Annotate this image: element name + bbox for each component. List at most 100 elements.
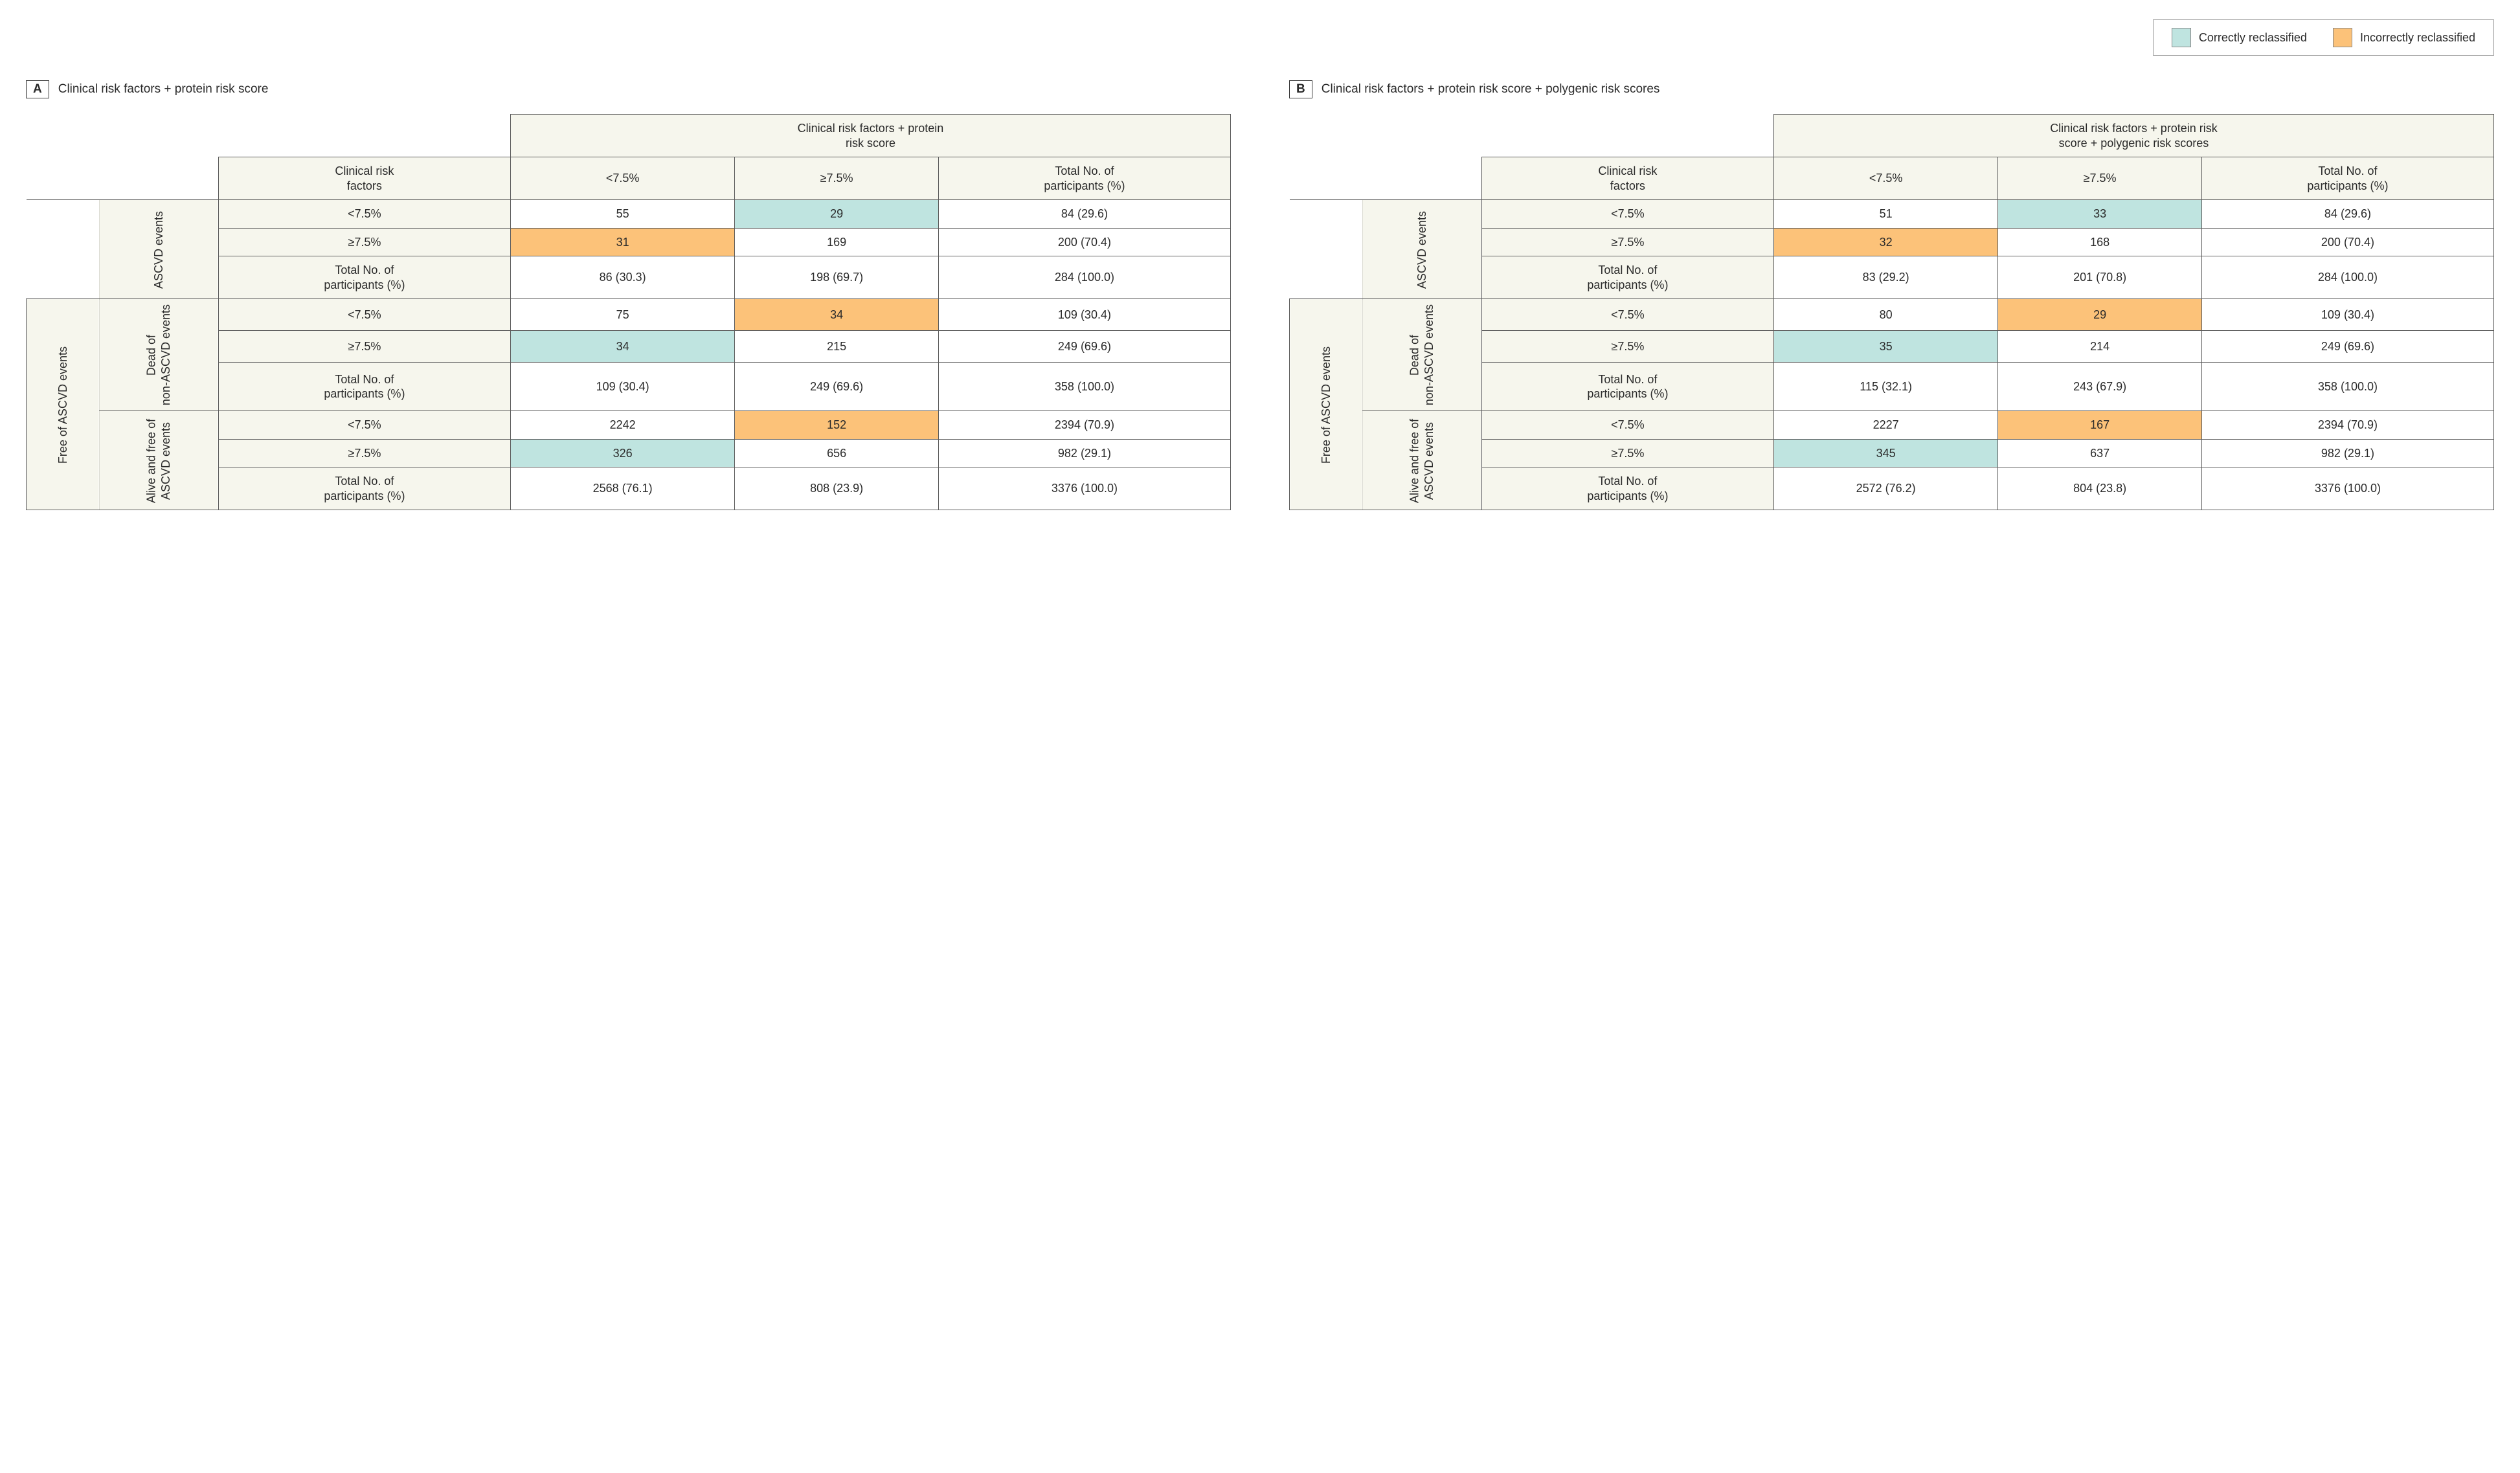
cell: 3376 (100.0) (938, 467, 1230, 510)
blank (1290, 228, 1363, 256)
cell: 83 (29.2) (1773, 256, 1997, 299)
cell: 982 (29.1) (2201, 439, 2493, 467)
cell: 358 (100.0) (938, 363, 1230, 411)
panel-b-colheader: Clinical risk factors + protein riskscor… (1773, 115, 2493, 157)
alive-label: Alive and free ofASCVD events (99, 411, 218, 510)
cell: 200 (70.4) (938, 228, 1230, 256)
row-total: Total No. ofparticipants (%) (1481, 363, 1773, 411)
col-lt: <7.5% (1773, 157, 1997, 200)
blank (1290, 200, 1363, 229)
cell: 249 (69.6) (735, 363, 939, 411)
row-lt: <7.5% (1481, 299, 1773, 331)
cell: 84 (29.6) (2201, 200, 2493, 229)
cell-correct: 33 (1998, 200, 2202, 229)
panel-a: A Clinical risk factors + protein risk s… (26, 74, 1231, 510)
row-lt: <7.5% (1481, 411, 1773, 440)
dead-label: Dead ofnon-ASCVD events (99, 299, 218, 411)
cell: 215 (735, 331, 939, 363)
cell: 2568 (76.1) (510, 467, 734, 510)
legend-incorrect: Incorrectly reclassified (2333, 28, 2475, 47)
panel-a-colheader: Clinical risk factors + proteinrisk scor… (510, 115, 1230, 157)
blank (1290, 115, 1774, 157)
panel-a-title: Clinical risk factors + protein risk sco… (58, 82, 269, 96)
row-total: Total No. ofparticipants (%) (218, 467, 510, 510)
cell: 109 (30.4) (510, 363, 734, 411)
cell: 75 (510, 299, 734, 331)
col-lt: <7.5% (510, 157, 734, 200)
cell: 2394 (70.9) (938, 411, 1230, 440)
cell: 804 (23.8) (1998, 467, 2202, 510)
cell: 198 (69.7) (735, 256, 939, 299)
row-ge: ≥7.5% (218, 228, 510, 256)
row-total: Total No. ofparticipants (%) (218, 256, 510, 299)
cell: 169 (735, 228, 939, 256)
cell-correct: 326 (510, 439, 734, 467)
blank (1290, 157, 1482, 200)
cell-incorrect: 32 (1773, 228, 1997, 256)
blank (27, 228, 100, 256)
row-lt: <7.5% (218, 411, 510, 440)
cell: 80 (1773, 299, 1997, 331)
cell-incorrect: 152 (735, 411, 939, 440)
cell: 243 (67.9) (1998, 363, 2202, 411)
panel-b-title-row: B Clinical risk factors + protein risk s… (1289, 80, 2494, 98)
cell: 2242 (510, 411, 734, 440)
cell: 55 (510, 200, 734, 229)
cell: 84 (29.6) (938, 200, 1230, 229)
cell: 637 (1998, 439, 2202, 467)
swatch-correct (2172, 28, 2191, 47)
panel-a-title-row: A Clinical risk factors + protein risk s… (26, 80, 1231, 98)
panel-b: B Clinical risk factors + protein risk s… (1289, 74, 2494, 510)
clin-factor-header: Clinical riskfactors (1481, 157, 1773, 200)
row-ge: ≥7.5% (218, 331, 510, 363)
cell: 3376 (100.0) (2201, 467, 2493, 510)
cell: 2394 (70.9) (2201, 411, 2493, 440)
legend: Correctly reclassified Incorrectly recla… (2153, 19, 2494, 56)
cell: 2572 (76.2) (1773, 467, 1997, 510)
cell-incorrect: 29 (1998, 299, 2202, 331)
clin-factor-header: Clinical riskfactors (218, 157, 510, 200)
cell: 201 (70.8) (1998, 256, 2202, 299)
cell: 109 (30.4) (938, 299, 1230, 331)
cell: 656 (735, 439, 939, 467)
panel-b-title: Clinical risk factors + protein risk sco… (1322, 82, 1660, 96)
row-total: Total No. ofparticipants (%) (218, 363, 510, 411)
legend-correct: Correctly reclassified (2172, 28, 2307, 47)
blank (1290, 256, 1363, 299)
ascvd-label: ASCVD events (1362, 200, 1481, 299)
cell-correct: 345 (1773, 439, 1997, 467)
col-ge: ≥7.5% (1998, 157, 2202, 200)
cell: 2227 (1773, 411, 1997, 440)
cell: 109 (30.4) (2201, 299, 2493, 331)
panel-a-tag: A (26, 80, 49, 98)
cell: 214 (1998, 331, 2202, 363)
cell: 808 (23.9) (735, 467, 939, 510)
cell: 200 (70.4) (2201, 228, 2493, 256)
legend-correct-label: Correctly reclassified (2199, 31, 2307, 45)
row-ge: ≥7.5% (1481, 228, 1773, 256)
ascvd-label: ASCVD events (99, 200, 218, 299)
free-label: Free of ASCVD events (27, 299, 100, 510)
cell: 284 (100.0) (938, 256, 1230, 299)
row-ge: ≥7.5% (1481, 331, 1773, 363)
cell: 249 (69.6) (938, 331, 1230, 363)
cell-incorrect: 167 (1998, 411, 2202, 440)
row-ge: ≥7.5% (1481, 439, 1773, 467)
cell: 115 (32.1) (1773, 363, 1997, 411)
cell: 168 (1998, 228, 2202, 256)
blank (27, 256, 100, 299)
cell: 249 (69.6) (2201, 331, 2493, 363)
cell-correct: 35 (1773, 331, 1997, 363)
blank (27, 157, 219, 200)
cell-incorrect: 34 (735, 299, 939, 331)
row-lt: <7.5% (218, 200, 510, 229)
alive-label: Alive and free ofASCVD events (1362, 411, 1481, 510)
col-total: Total No. ofparticipants (%) (938, 157, 1230, 200)
row-total: Total No. ofparticipants (%) (1481, 256, 1773, 299)
cell: 284 (100.0) (2201, 256, 2493, 299)
panels-row: A Clinical risk factors + protein risk s… (26, 74, 2494, 510)
cell-incorrect: 31 (510, 228, 734, 256)
row-total: Total No. ofparticipants (%) (1481, 467, 1773, 510)
col-ge: ≥7.5% (735, 157, 939, 200)
legend-incorrect-label: Incorrectly reclassified (2360, 31, 2475, 45)
